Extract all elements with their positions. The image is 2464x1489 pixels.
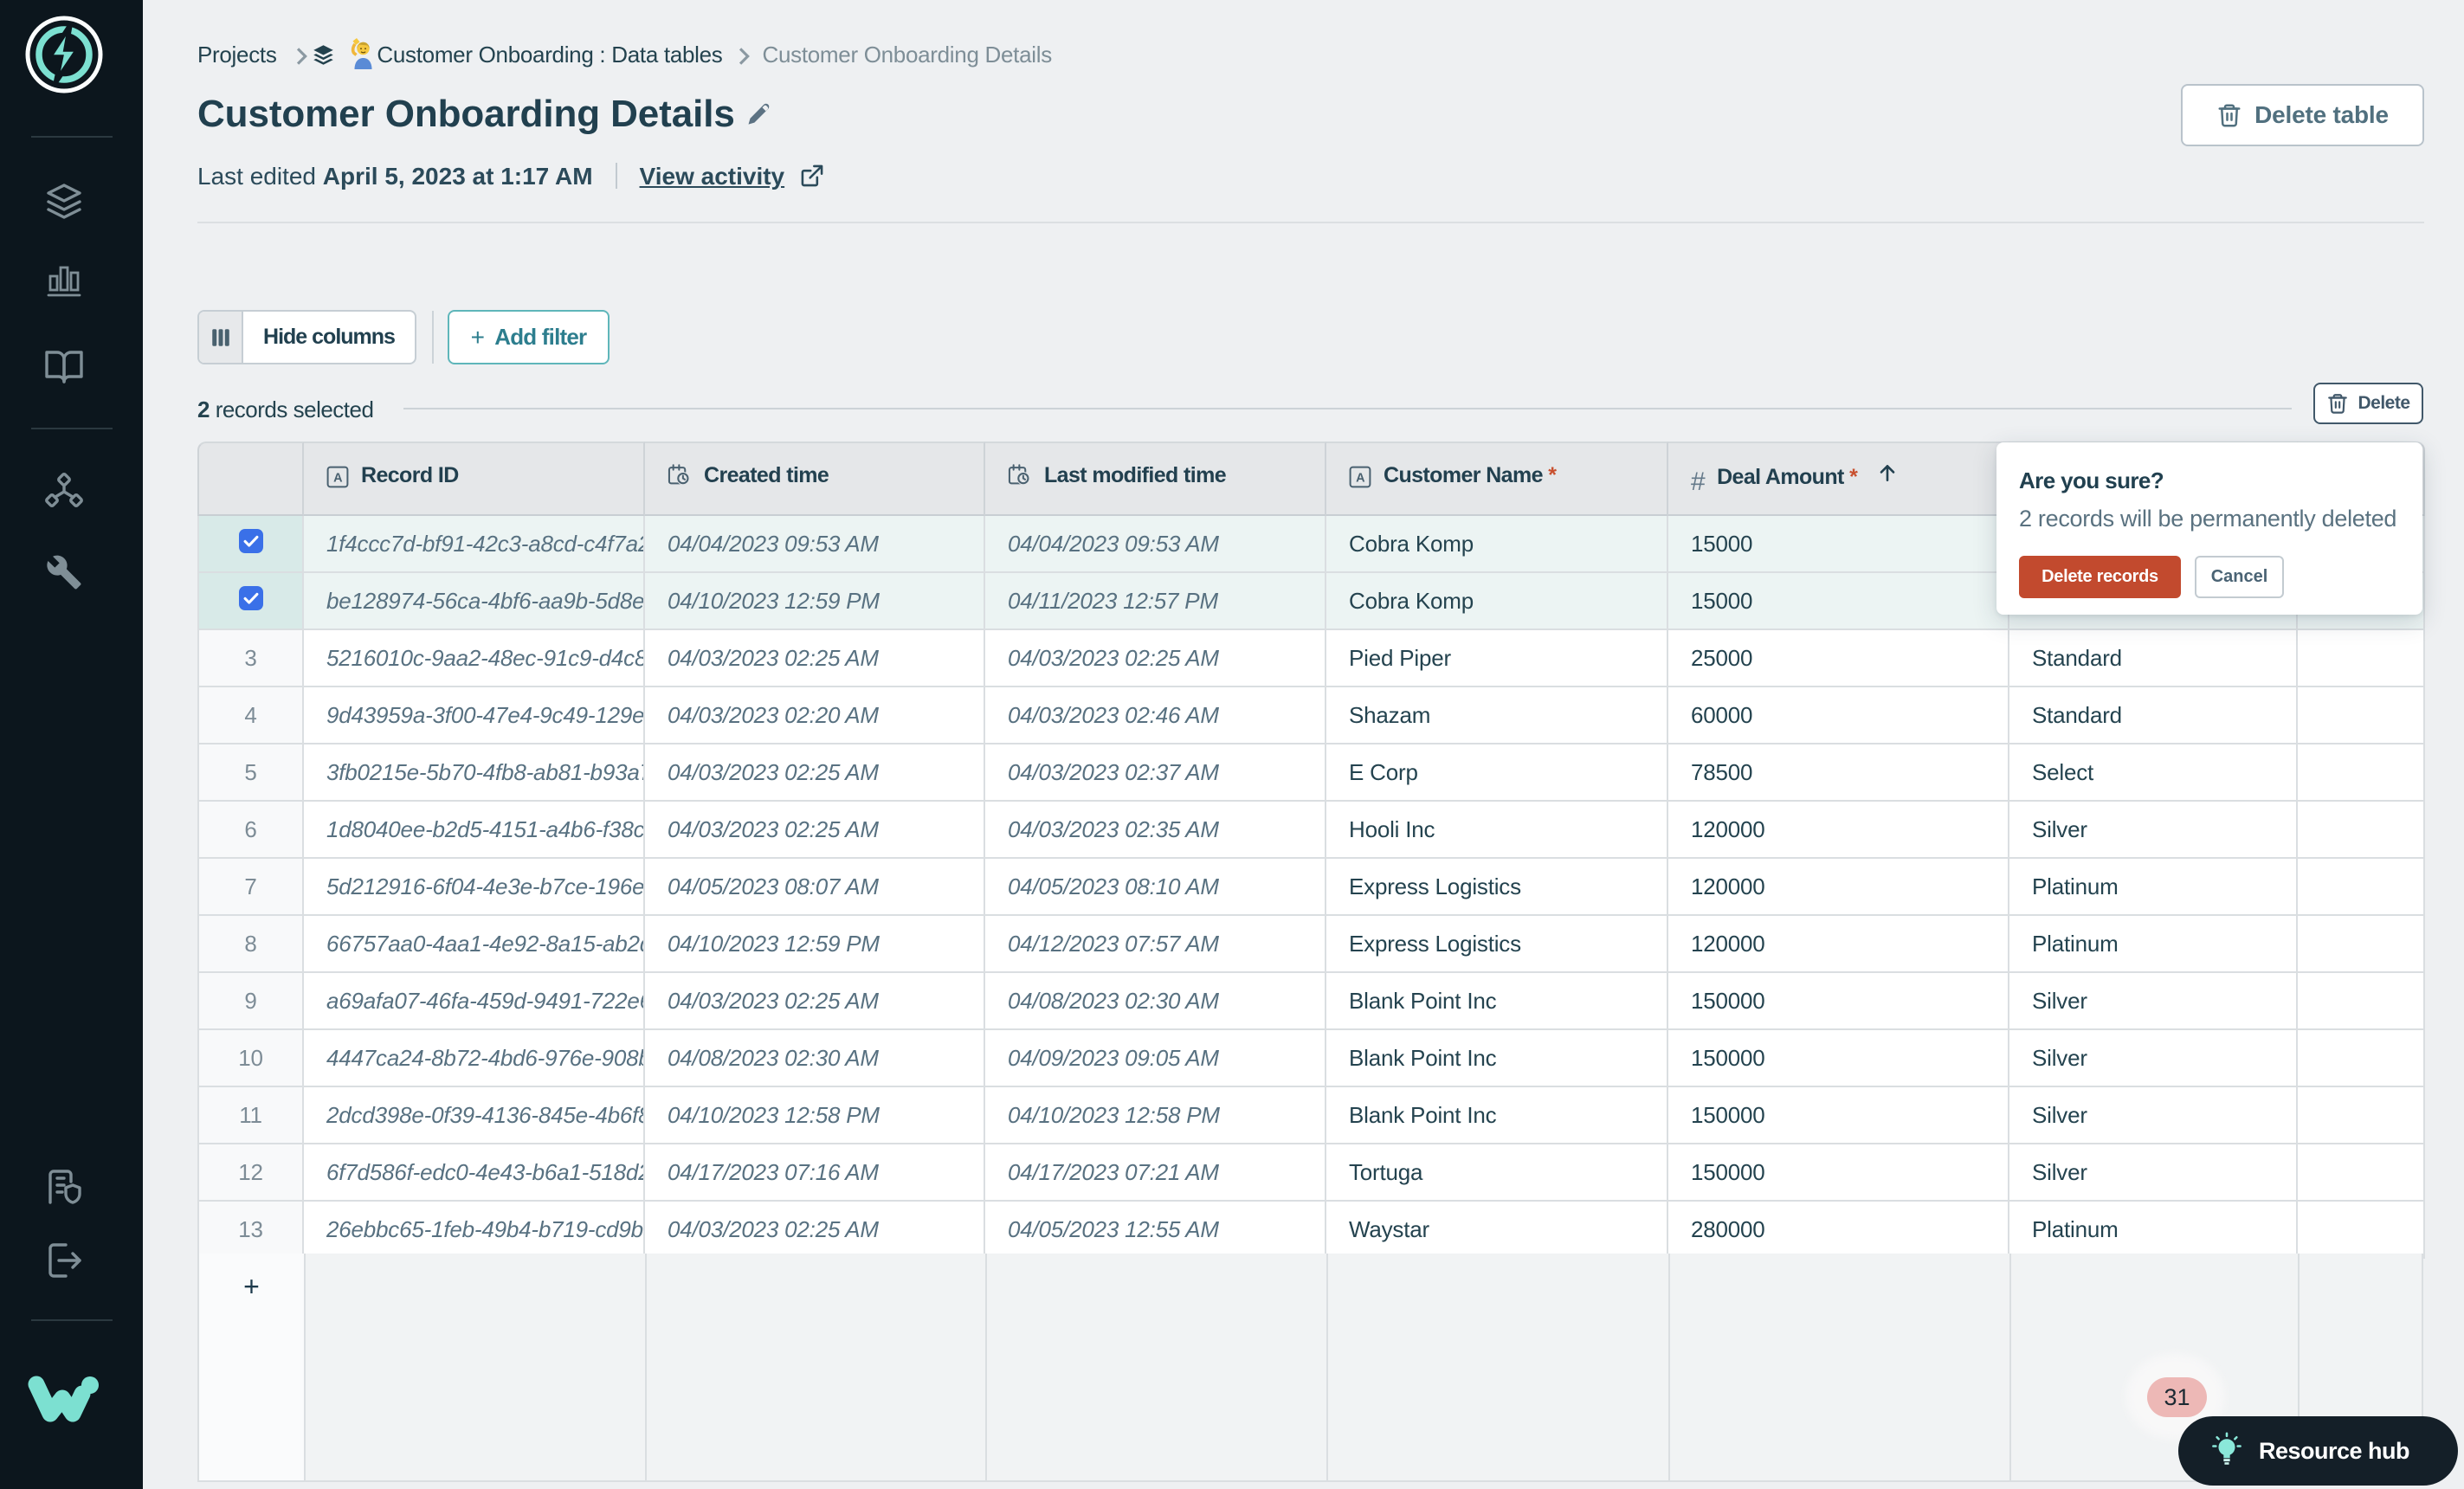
svg-text:A: A (1356, 471, 1365, 485)
svg-text:A: A (333, 471, 343, 485)
